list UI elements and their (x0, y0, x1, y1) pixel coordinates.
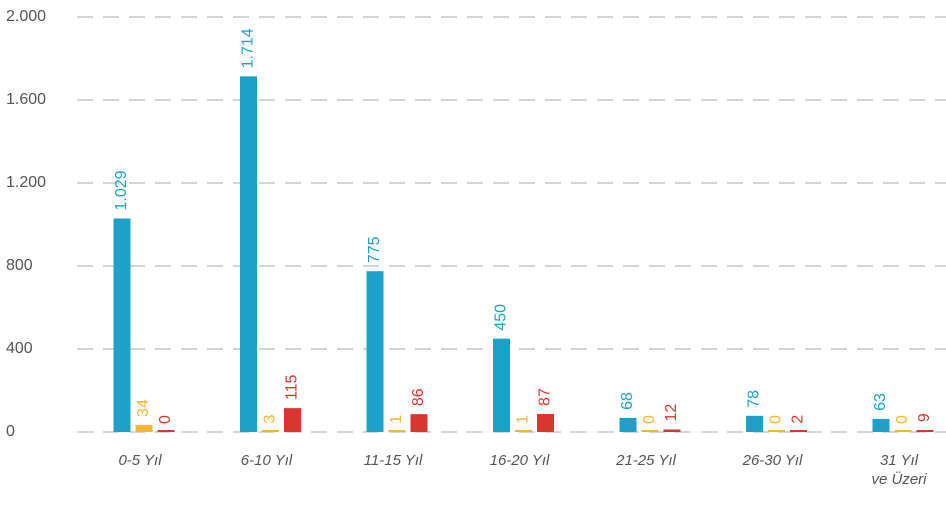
bar (515, 430, 532, 432)
bar (619, 417, 637, 432)
bar (284, 408, 301, 432)
data-label: 115 (284, 375, 301, 401)
bar (240, 76, 257, 432)
x-tick-label: 31 Yıl ve Üzeri (871, 452, 927, 488)
bar (493, 338, 510, 432)
data-label: 86 (410, 388, 427, 406)
data-label: 78 (746, 390, 763, 408)
bar (366, 271, 384, 432)
bar (894, 430, 912, 432)
data-label: 1.029 (113, 170, 130, 210)
y-tick-label: 400 (6, 340, 33, 357)
bar (872, 418, 890, 432)
bar (768, 430, 785, 432)
data-label: 87 (537, 388, 554, 406)
bar (916, 430, 934, 432)
bar (388, 430, 406, 432)
data-label: 2 (790, 415, 807, 424)
bar (537, 413, 554, 432)
data-label: 12 (663, 404, 680, 422)
bar (641, 430, 659, 432)
y-tick-label: 0 (6, 423, 15, 440)
data-label: 775 (366, 236, 383, 263)
y-tick-label: 1.200 (6, 174, 46, 191)
bar (746, 415, 763, 432)
data-label: 1.714 (240, 28, 257, 68)
data-label: 9 (916, 413, 933, 422)
bar (135, 424, 153, 432)
x-tick-label: 0-5 Yıl (118, 452, 162, 469)
x-tick-label: 6-10 Yıl (240, 452, 293, 469)
bar (113, 218, 131, 432)
bar (157, 430, 175, 432)
x-tick-label: 11-15 Yıl (363, 452, 423, 469)
y-tick-label: 2.000 (6, 8, 46, 25)
bar (663, 429, 681, 432)
data-label: 0 (894, 415, 911, 424)
x-tick-label: 21-25 Yıl (616, 452, 676, 469)
data-label: 450 (493, 304, 510, 331)
x-tick-label: 16-20 Yıl (489, 452, 550, 469)
data-label: 34 (135, 399, 152, 417)
bar (790, 430, 807, 432)
data-label: 1 (515, 415, 532, 424)
bar (410, 414, 428, 432)
y-tick-label: 1.600 (6, 91, 46, 108)
x-tick-label: 26-30 Yıl (742, 452, 803, 469)
data-label: 1 (388, 415, 405, 424)
data-label: 3 (262, 414, 279, 423)
bar (262, 430, 279, 432)
y-tick-label: 800 (6, 257, 33, 274)
data-label: 0 (768, 415, 785, 424)
data-label: 63 (872, 393, 889, 411)
data-label: 0 (641, 415, 658, 424)
data-label: 0 (157, 415, 174, 424)
data-label: 68 (619, 392, 636, 410)
